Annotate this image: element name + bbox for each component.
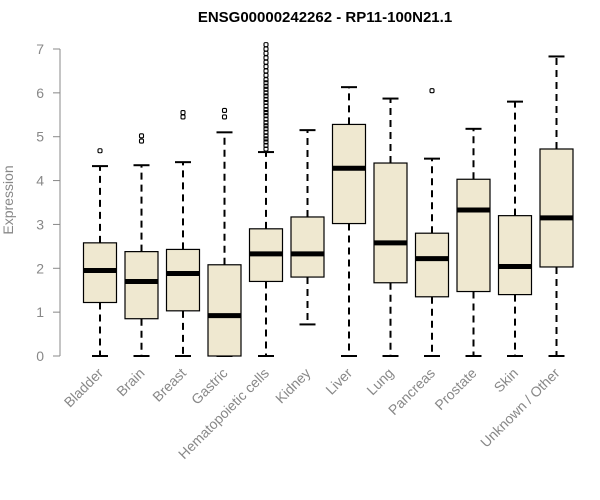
boxes-group bbox=[82, 42, 574, 357]
outlier-point bbox=[263, 99, 269, 106]
box-gastric bbox=[207, 107, 242, 357]
y-tick-label: 0 bbox=[36, 348, 44, 364]
outlier-point bbox=[221, 107, 228, 113]
y-tick-label: 3 bbox=[36, 216, 44, 232]
box-breast bbox=[165, 110, 201, 357]
box-bladder bbox=[82, 148, 118, 357]
outlier-point bbox=[263, 80, 269, 86]
y-tick-label: 2 bbox=[36, 260, 44, 276]
box-pancreas bbox=[414, 88, 450, 357]
outlier-point bbox=[263, 55, 269, 61]
outlier-point bbox=[263, 86, 269, 92]
iqr-box bbox=[497, 215, 533, 296]
iqr-box bbox=[456, 178, 491, 293]
x-tick-label: Lung bbox=[363, 365, 396, 398]
box-kidney bbox=[290, 129, 325, 326]
box-lung bbox=[373, 97, 408, 357]
chart-title: ENSG00000242262 - RP11-100N21.1 bbox=[198, 9, 452, 26]
outlier-point bbox=[180, 110, 186, 116]
outlier-point bbox=[221, 114, 228, 120]
iqr-box bbox=[124, 251, 159, 320]
y-axis-title: Expression bbox=[0, 165, 16, 234]
outlier-point bbox=[263, 63, 269, 70]
outlier-point bbox=[180, 114, 186, 120]
x-tick-label: Skin bbox=[491, 365, 522, 396]
iqr-box bbox=[290, 216, 325, 278]
y-tick-label: 5 bbox=[36, 129, 44, 145]
x-tick-label: Brain bbox=[113, 365, 147, 399]
iqr-box bbox=[331, 123, 367, 225]
outlier-point bbox=[263, 123, 269, 129]
outlier-point bbox=[97, 148, 103, 154]
iqr-box bbox=[539, 148, 574, 268]
outlier-point bbox=[263, 93, 269, 99]
iqr-box bbox=[414, 232, 450, 298]
outlier-point bbox=[263, 50, 269, 56]
box-prostate bbox=[456, 127, 491, 357]
outlier-point bbox=[263, 139, 269, 145]
box-hematopoietic-cells bbox=[248, 42, 284, 357]
y-axis: 0 1 2 3 4 5 6 7 bbox=[36, 41, 61, 364]
iqr-box bbox=[207, 264, 242, 357]
outlier-point bbox=[263, 68, 269, 74]
box-skin bbox=[497, 100, 533, 357]
iqr-box bbox=[373, 162, 408, 284]
y-tick-label: 6 bbox=[36, 85, 44, 101]
x-tick-label: Prostate bbox=[431, 365, 479, 413]
outlier-point bbox=[263, 59, 269, 65]
outlier-point bbox=[263, 46, 269, 52]
x-tick-label: Unknown / Other bbox=[477, 365, 563, 451]
x-tick-label: Liver bbox=[322, 365, 355, 398]
x-tick-label: Breast bbox=[149, 365, 189, 405]
x-tick-label: Kidney bbox=[272, 365, 314, 407]
outlier-point bbox=[263, 113, 269, 119]
outlier-point bbox=[263, 136, 269, 142]
y-tick-label: 7 bbox=[36, 41, 44, 57]
outlier-point bbox=[263, 126, 269, 132]
box-liver bbox=[331, 86, 367, 357]
box-brain bbox=[124, 133, 159, 357]
iqr-box bbox=[165, 248, 201, 312]
outlier-point bbox=[138, 133, 145, 139]
x-tick-label: Bladder bbox=[61, 365, 107, 411]
outlier-point bbox=[429, 88, 435, 94]
outlier-point bbox=[263, 42, 269, 48]
outlier-point bbox=[263, 110, 269, 116]
outlier-point bbox=[263, 72, 269, 78]
outlier-point bbox=[138, 138, 145, 144]
y-tick-label: 1 bbox=[36, 304, 44, 320]
box-unknown-other bbox=[539, 55, 574, 357]
y-tick-label: 4 bbox=[36, 173, 44, 189]
